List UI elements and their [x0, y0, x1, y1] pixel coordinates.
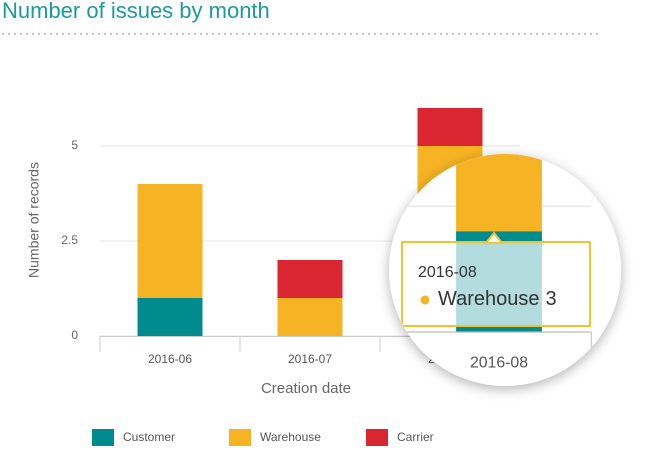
legend-label: Carrier	[397, 430, 434, 444]
y-tick-label: 2.5	[61, 233, 78, 247]
legend-label: Warehouse	[260, 430, 321, 444]
tooltip-pointer	[483, 231, 505, 244]
magnified-view: 2016-08 Warehouse 3	[389, 154, 593, 373]
bar-segment	[277, 260, 343, 298]
legend-label: Customer	[123, 430, 175, 444]
bar-segment	[277, 298, 343, 336]
y-tick-label: 0	[71, 328, 78, 342]
legend-swatch	[92, 429, 114, 446]
tooltip: 2016-08 Warehouse 3	[401, 231, 591, 327]
tooltip-text: Warehouse 3	[438, 288, 557, 310]
tooltip-value: 3	[546, 288, 557, 310]
tooltip-title: 2016-08	[418, 264, 477, 281]
y-tick-label: 5	[71, 138, 78, 152]
legend: Customer Warehouse Carrier	[92, 429, 434, 446]
legend-swatch	[229, 429, 251, 446]
x-axis-label: Creation date	[261, 380, 351, 397]
bar-segment	[137, 298, 203, 336]
x-tick-label: 2016-06	[148, 352, 192, 366]
tooltip-box	[401, 241, 591, 327]
tooltip-series: Warehouse	[438, 288, 540, 310]
y-axis-label: Number of records	[26, 162, 42, 278]
x-tick-label: 2016-07	[288, 352, 332, 366]
legend-swatch	[366, 429, 388, 446]
tooltip-dot	[420, 295, 430, 305]
chart-title: Number of issues by month	[2, 0, 270, 23]
bar-segment	[417, 108, 483, 146]
bar-segment	[137, 184, 203, 298]
